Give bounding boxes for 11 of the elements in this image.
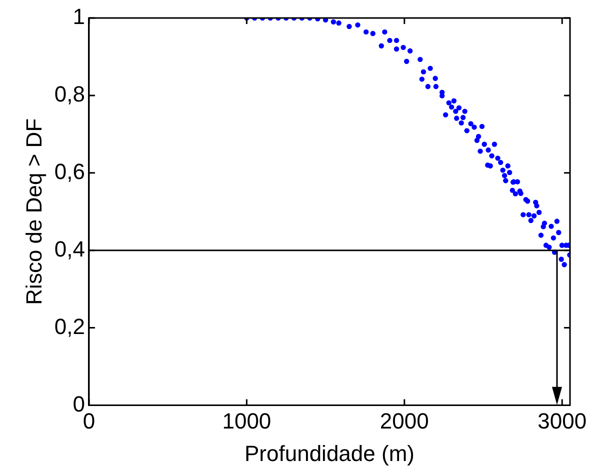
y-tick-label: 0 <box>72 391 85 416</box>
y-tick-label: 0,8 <box>54 82 85 107</box>
y-tick-label: 0,4 <box>54 236 85 262</box>
y-tick-label: 1 <box>72 4 85 30</box>
x-axis-title: Profundidade (m) <box>244 440 414 466</box>
x-tick-label: 3000 <box>538 408 587 434</box>
y-tick-label: 0,6 <box>54 158 85 184</box>
x-tick-label: 1000 <box>222 408 272 434</box>
y-tick-label: 0,2 <box>54 314 85 339</box>
y-axis-title: Risco de Deq > DF <box>21 118 46 305</box>
x-tick-label: 2000 <box>380 408 429 434</box>
